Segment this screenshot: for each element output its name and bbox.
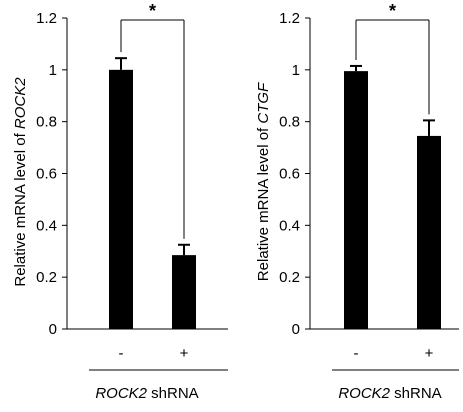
x-category-label: - bbox=[354, 345, 359, 362]
x-axis-label: ROCK2 shRNA bbox=[338, 385, 441, 402]
x-axis-label-gene: ROCK2 bbox=[95, 385, 147, 402]
y-tick-label: 0.6 bbox=[279, 166, 300, 183]
x-category-labels: - + bbox=[354, 345, 434, 362]
y-axis-label-gene: ROCK2 bbox=[12, 77, 29, 129]
bar bbox=[109, 69, 133, 329]
y-tick-label: 0.4 bbox=[279, 217, 300, 234]
x-axis-label-suffix: shRNA bbox=[390, 385, 442, 402]
axes bbox=[305, 17, 459, 371]
significance-bracket: * bbox=[355, 1, 430, 115]
x-axis-label-gene: ROCK2 bbox=[338, 385, 390, 402]
x-category-labels: - + bbox=[119, 345, 189, 362]
y-tick-label: 0.6 bbox=[36, 166, 57, 183]
y-tick-label: 0.8 bbox=[279, 114, 300, 131]
y-axis-label: Relative mRNA level of ROCK2 bbox=[12, 77, 29, 287]
significance-star: * bbox=[149, 1, 156, 21]
axes bbox=[62, 17, 228, 371]
bar bbox=[172, 255, 196, 329]
x-category-label: + bbox=[180, 345, 189, 362]
y-axis-label: Relative mRNA level of CTGF bbox=[255, 82, 272, 281]
y-tick-label: 0.2 bbox=[36, 269, 57, 286]
y-tick-label: 0 bbox=[49, 321, 57, 338]
x-category-label: - bbox=[119, 345, 124, 362]
ctgf-panel: Relative mRNA level of CTGF 0 0.2 0.4 0.6 0.… bbox=[255, 1, 459, 402]
y-axis-label-prefix: Relative mRNA level of bbox=[255, 124, 272, 282]
bars bbox=[109, 57, 196, 329]
bars bbox=[344, 64, 441, 330]
bar bbox=[417, 135, 441, 329]
y-axis-label-gene: CTGF bbox=[255, 82, 272, 124]
y-tick-label: 0.8 bbox=[36, 114, 57, 131]
y-tick-label: 1 bbox=[292, 62, 300, 79]
significance-star: * bbox=[389, 1, 396, 21]
rock2-panel: Relative mRNA level of ROCK2 00.20.40.60… bbox=[12, 1, 228, 402]
y-tick-label: 0.4 bbox=[36, 217, 57, 234]
y-tick-label: 1 bbox=[49, 62, 57, 79]
x-category-label: + bbox=[425, 345, 434, 362]
y-tick-label: 1.2 bbox=[36, 10, 57, 27]
y-tick-label: 1.2 bbox=[279, 10, 300, 27]
y-tick-label: 0.2 bbox=[279, 269, 300, 286]
x-axis-label: ROCK2 shRNA bbox=[95, 385, 198, 402]
y-tick-label: 0 bbox=[292, 321, 300, 338]
y-tick-labels: 0 0.2 0.4 0.6 0.8 1 1.2 bbox=[279, 10, 300, 338]
y-tick-labels: 0 0.2 0.4 0.6 0.8 1 1.2 bbox=[36, 10, 57, 338]
bar bbox=[344, 71, 368, 330]
x-axis-label-suffix: shRNA bbox=[147, 385, 199, 402]
y-axis-label-prefix: Relative mRNA level of bbox=[12, 129, 29, 287]
significance-bracket: * bbox=[120, 1, 185, 239]
